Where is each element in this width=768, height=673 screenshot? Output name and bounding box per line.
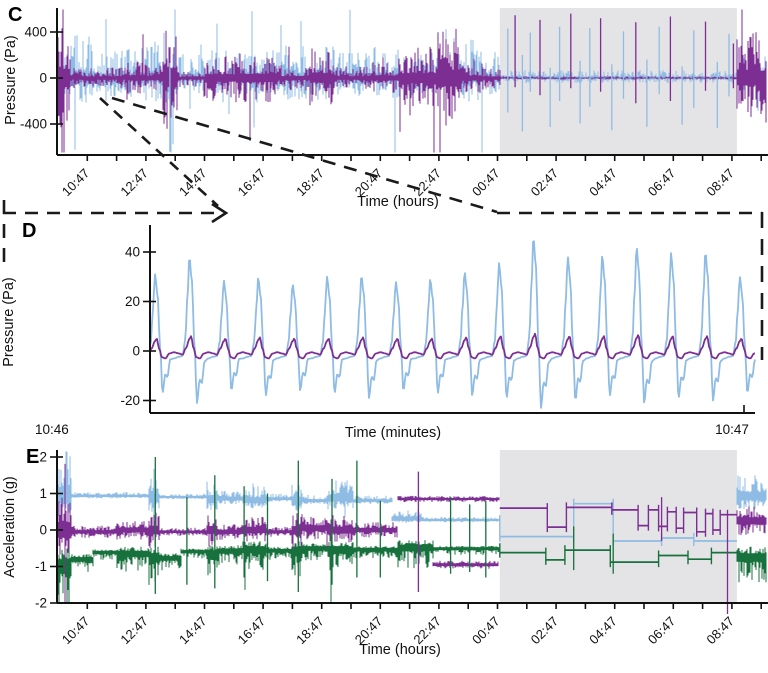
series-purple-step-edges (546, 502, 721, 537)
panel-c-label: C (8, 4, 23, 26)
x-tick-label: 02:47 (528, 166, 562, 200)
panel-d-xend-label: 10:47 (715, 422, 749, 437)
y-tick-label: 0 (39, 71, 47, 86)
series-green-steps (499, 549, 737, 563)
panel-c-ylabel: Pressure (Pa) (3, 35, 19, 125)
zoom-link-arrowhead (211, 202, 229, 224)
zoom-link-dash (111, 96, 498, 214)
panel-d-xstart-label: 10:46 (35, 422, 69, 437)
series-blue (149, 240, 756, 409)
y-tick-label: 2 (39, 450, 47, 465)
x-tick-label: 04:47 (586, 614, 620, 648)
zoom-link-dash (99, 97, 219, 207)
spikes-g (154, 457, 614, 594)
x-tick-label: 08:47 (703, 614, 737, 648)
y-tick-label: 40 (125, 245, 140, 260)
panel-c: 10:47 12:47 14:47 16:47 18:47 20:47 22:47 00:47… (20, 8, 768, 199)
y-tick-label: 400 (24, 25, 47, 40)
series-blue-steps (499, 502, 737, 542)
y-tick-label: 1 (39, 486, 47, 501)
series-purple (149, 332, 756, 360)
spikes-purple (514, 13, 735, 104)
y-tick-label: -20 (120, 393, 140, 408)
panel-d: 40 20 0 -20 (120, 225, 756, 414)
x-tick-label: 16:47 (235, 166, 269, 200)
x-tick-label: 08:47 (703, 166, 737, 200)
x-tick-label: 02:47 (528, 614, 562, 648)
y-tick-label: 0 (132, 344, 140, 359)
x-tick-label: 12:47 (117, 614, 151, 648)
panel-d-ylabel: Pressure (Pa) (1, 277, 17, 367)
panel-e-label: E (26, 446, 40, 468)
panel-e-ylabel: Acceleration (g) (2, 476, 18, 578)
series-blue-step-edges (499, 498, 695, 546)
panel-d-xlabel: Time (minutes) (344, 425, 442, 441)
series-purple-steps (499, 506, 737, 533)
panel-e-xlabel: Time (hours) (359, 642, 441, 658)
x-tick-label: 04:47 (586, 166, 620, 200)
spikes-p (417, 471, 729, 614)
x-tick-label: 12:47 (117, 166, 151, 200)
deployment-night-shading (499, 450, 737, 603)
panel-c-traces (57, 9, 767, 153)
x-tick-label: 06:47 (645, 166, 679, 200)
panel-d-label: D (22, 220, 37, 242)
x-tick-label: 10:47 (59, 614, 93, 648)
spikes-blue (169, 26, 730, 152)
y-tick-label: -1 (35, 559, 47, 574)
y-tick-label: 0 (39, 523, 47, 538)
panel-e: 10:47 12:47 14:47 16:47 18:47 20:47 22:47 00:47… (35, 450, 768, 648)
panel-c-xlabel: Time (hours) (357, 194, 439, 210)
y-tick-label: -400 (20, 117, 47, 132)
y-tick-label: 20 (125, 294, 140, 309)
x-tick-label: 16:47 (235, 614, 269, 648)
series-green-step-edges (499, 543, 713, 568)
panel-d-axes: 40 20 0 -20 (120, 225, 755, 414)
zoom-annotation (2, 96, 764, 360)
x-tick-label: 14:47 (176, 614, 210, 648)
y-tick-label: -2 (35, 596, 47, 611)
x-tick-label: 10:47 (59, 166, 93, 200)
panel-e-traces (57, 451, 767, 614)
x-tick-label: 06:47 (645, 614, 679, 648)
